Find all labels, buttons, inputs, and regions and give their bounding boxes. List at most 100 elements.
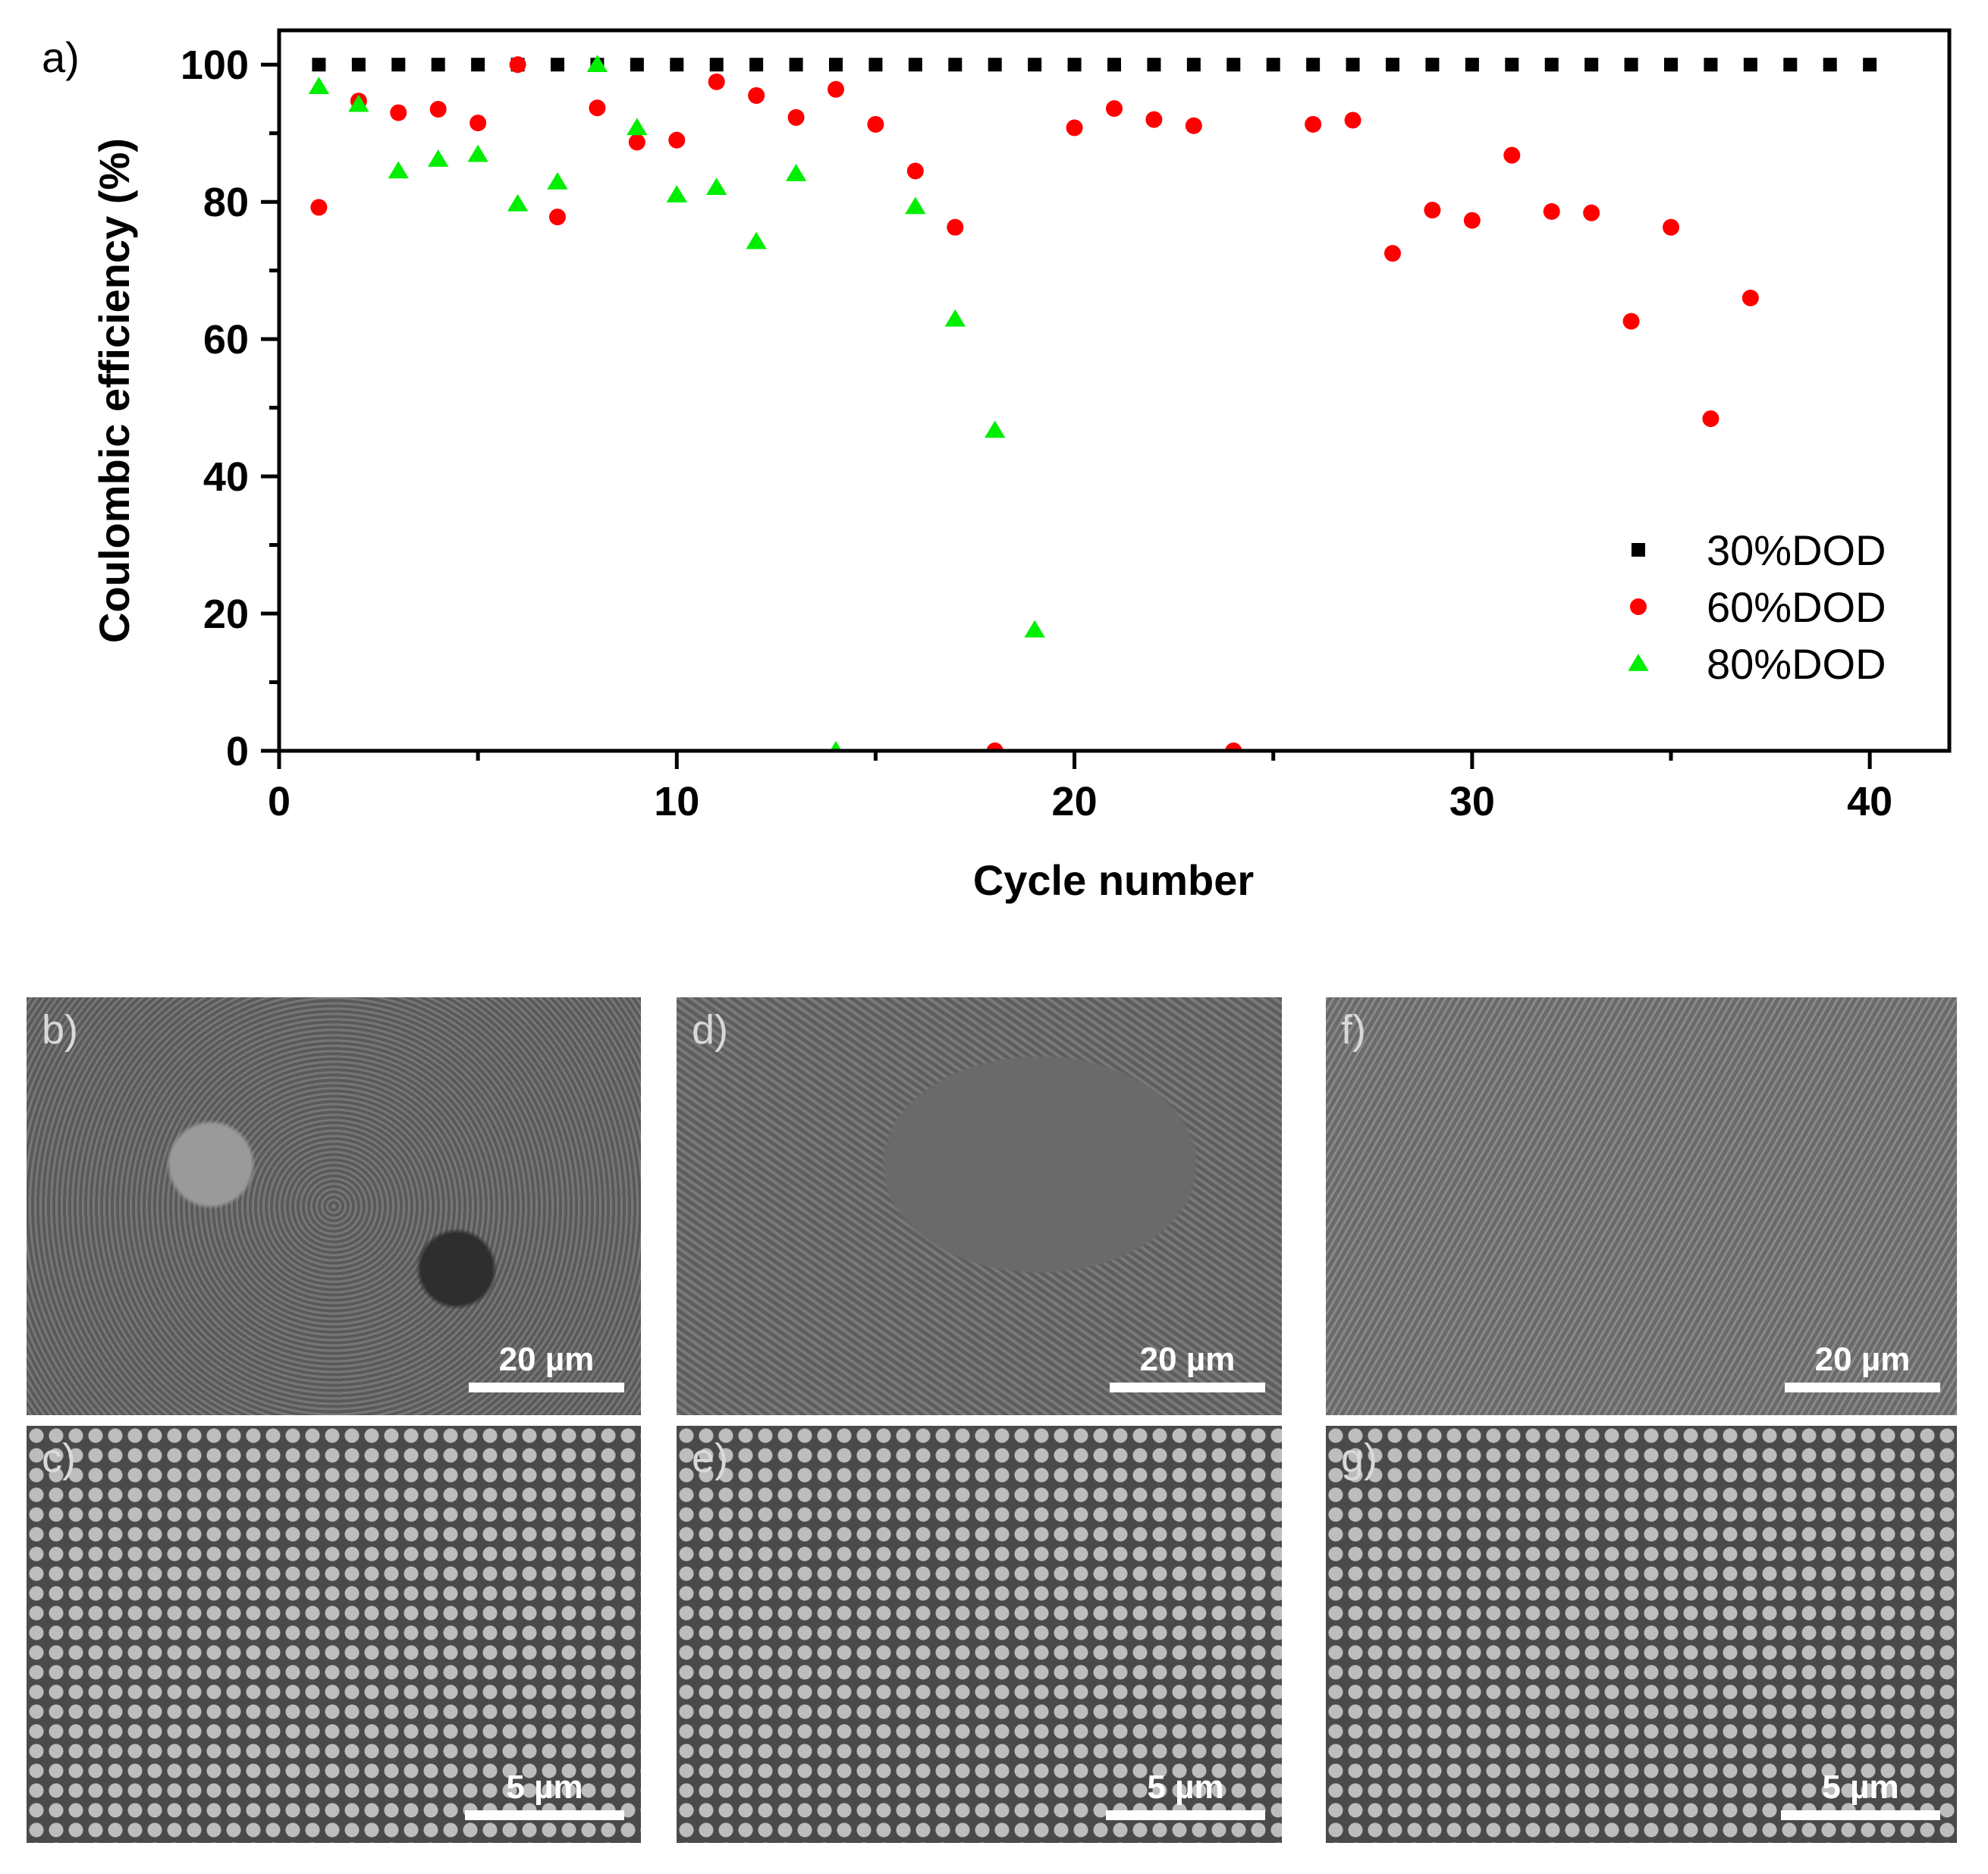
data-point (1544, 58, 1559, 72)
sem-micrograph (27, 1426, 641, 1843)
y-tick-label: 60 (203, 317, 249, 363)
scale-bar (1106, 1810, 1265, 1820)
data-point (948, 58, 963, 72)
data-point (429, 101, 447, 118)
data-point (351, 58, 366, 72)
data-point (308, 77, 330, 94)
data-point (391, 58, 406, 72)
data-point (628, 133, 645, 151)
data-point (1425, 58, 1440, 72)
data-point (348, 94, 369, 112)
data-point (906, 162, 924, 180)
data-point (868, 58, 883, 72)
data-point (1344, 111, 1361, 129)
data-point (586, 55, 608, 72)
x-tick-label: 20 (1052, 779, 1098, 824)
data-point (1225, 742, 1242, 751)
data-point (749, 58, 764, 72)
scale-bar-label: 5 µm (506, 1769, 583, 1806)
sem-micrograph (677, 1426, 1282, 1843)
data-point (1145, 111, 1163, 128)
data-point (708, 73, 725, 90)
data-point (467, 144, 488, 162)
data-point (986, 742, 1003, 751)
data-point (905, 196, 926, 215)
sem-panel-label: g) (1341, 1436, 1378, 1481)
data-point (908, 58, 922, 72)
legend-marker (1630, 598, 1647, 615)
data-point (867, 115, 884, 133)
data-point (1863, 58, 1877, 72)
data-point (1783, 58, 1798, 72)
data-points (308, 55, 1877, 751)
legend-label: 80%DOD (1707, 640, 1886, 688)
y-axis-title: Coulombic efficiency (%) (90, 138, 138, 643)
sem-panel-label: f) (1341, 1007, 1366, 1053)
data-point (1384, 245, 1401, 262)
data-point (551, 58, 564, 72)
data-point (947, 218, 964, 236)
data-point (1147, 58, 1161, 72)
data-point (312, 58, 326, 72)
y-tick-label: 0 (226, 729, 249, 774)
scale-bar-label: 20 µm (1139, 1341, 1236, 1378)
x-axis-title: Cycle number (973, 856, 1254, 904)
data-point (549, 209, 566, 226)
x-tick-label: 40 (1847, 779, 1892, 824)
data-point (428, 149, 449, 167)
data-point (1028, 58, 1042, 72)
data-point (627, 118, 648, 136)
sem-panel-b: b) 20 µm (27, 997, 641, 1415)
x-tick-label: 0 (268, 779, 291, 824)
data-point (787, 108, 805, 126)
sem-panel-label: b) (42, 1007, 79, 1053)
data-point (1465, 58, 1479, 72)
data-point (1107, 58, 1121, 72)
data-point (1185, 117, 1202, 134)
data-point (507, 193, 529, 212)
data-point (1266, 58, 1280, 72)
y-tick-label: 40 (203, 454, 249, 500)
data-point (1424, 202, 1441, 219)
scale-bar (469, 1383, 624, 1392)
data-point (1584, 58, 1599, 72)
scale-bar (1781, 1810, 1940, 1820)
series-60%DOD (310, 56, 1759, 751)
x-tick-label: 30 (1449, 779, 1495, 824)
data-point (1702, 410, 1719, 428)
data-point (944, 309, 966, 327)
data-point (1106, 100, 1123, 118)
scale-bar (1785, 1383, 1940, 1392)
sem-panel-c: c) 5 µm (27, 1426, 641, 1843)
data-point (630, 58, 644, 72)
sem-micrograph (677, 997, 1282, 1415)
data-point (1823, 58, 1837, 72)
data-point (666, 185, 687, 202)
sem-panel-d: d) 20 µm (677, 997, 1282, 1415)
sem-micrograph (1326, 997, 1957, 1415)
data-point (988, 58, 1002, 72)
series-30%DOD (312, 58, 1877, 72)
data-point (668, 131, 686, 149)
data-point (1505, 58, 1519, 72)
data-point (310, 199, 328, 216)
y-tick-label: 80 (203, 180, 249, 225)
data-point (1024, 620, 1045, 638)
sem-micrograph (27, 997, 641, 1415)
scale-bar-label: 20 µm (498, 1341, 595, 1378)
data-point (1503, 146, 1521, 164)
data-point (388, 161, 409, 179)
scale-bar (1110, 1383, 1265, 1392)
sem-panel-g: g) 5 µm (1326, 1426, 1957, 1843)
data-point (829, 58, 843, 72)
data-point (1741, 289, 1759, 306)
data-point (709, 58, 724, 72)
data-point (1386, 58, 1399, 72)
data-point (1622, 312, 1640, 330)
sem-panel-e: e) 5 µm (677, 1426, 1282, 1843)
data-point (789, 58, 803, 72)
data-point (1067, 58, 1082, 72)
data-point (1306, 58, 1321, 72)
data-point (1583, 204, 1600, 221)
y-tick-label: 100 (181, 42, 249, 88)
